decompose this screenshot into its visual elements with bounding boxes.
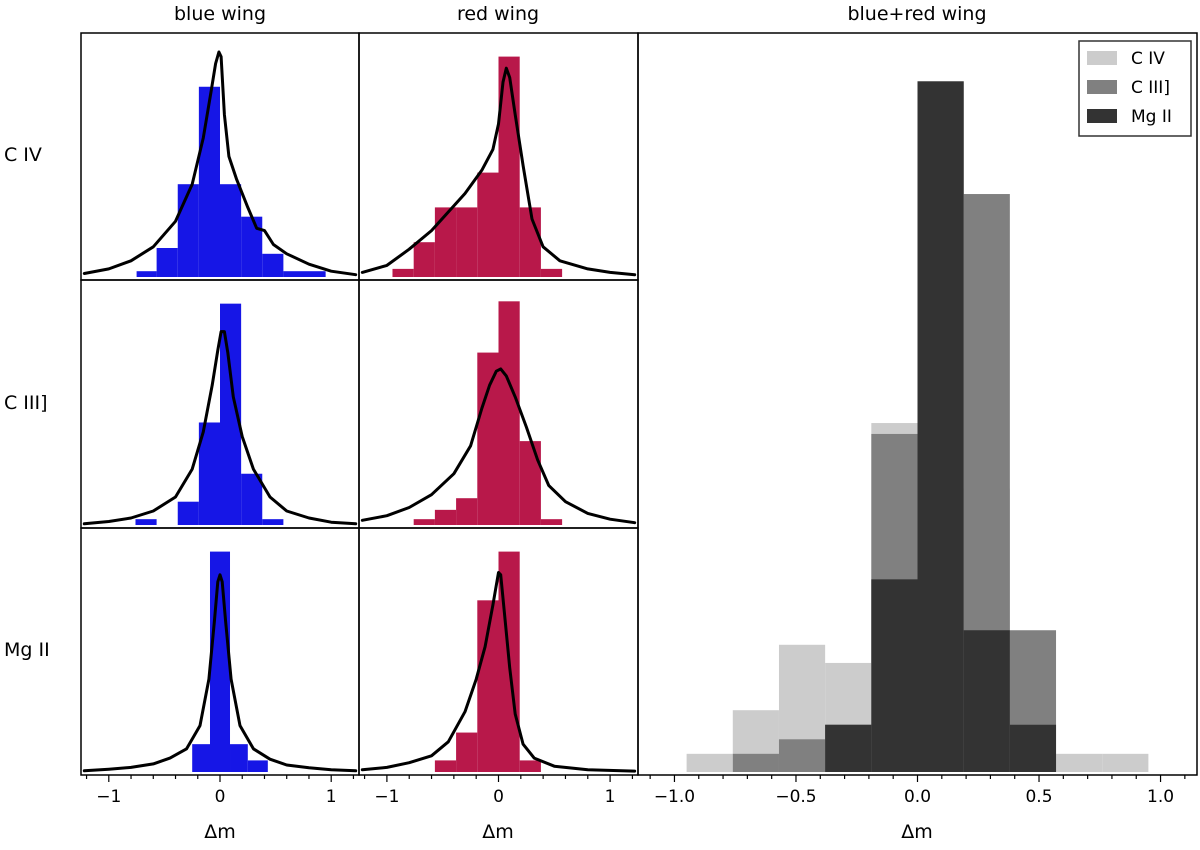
bar-ciii-blue-2 [198, 422, 220, 525]
x-axis-label-combined: Δm [901, 821, 933, 843]
bar-civ-blue-3 [198, 86, 220, 277]
x-tick-label-combined-4: 1.0 [1147, 787, 1174, 807]
legend-label-civ: C IV [1131, 49, 1165, 69]
bar-civ-blue-5 [241, 216, 263, 277]
bar-ciii-blue-1 [177, 501, 199, 525]
bar-combined-civ-8 [1056, 753, 1103, 772]
bar-civ-red-3 [456, 207, 478, 277]
bar-mgii-red-2 [477, 600, 499, 772]
bar-mgii-blue-2 [230, 744, 248, 772]
x-tick-label-combined-0: −1.0 [654, 787, 695, 807]
bar-civ-blue-1 [156, 248, 178, 277]
legend-swatch-ciii [1087, 80, 1117, 94]
x-tick-label-combined-1: −0.5 [775, 787, 816, 807]
bar-combined-ciii-1 [778, 739, 826, 772]
x-tick-label-combined-3: 0.5 [1025, 787, 1052, 807]
bar-ciii-blue-4 [241, 473, 263, 525]
kde-line-mgii-blue [82, 573, 358, 773]
bar-combined-mgii-0 [825, 724, 872, 772]
legend: C IV C III] Mg II [1078, 40, 1192, 137]
bar-combined-civ-0 [686, 753, 733, 772]
kde-line-mgii-red [360, 571, 637, 773]
bar-ciii-blue-3 [220, 303, 242, 525]
column-title-red-wing: red wing [457, 3, 539, 25]
column-title-blue-red-wing: blue+red wing [847, 3, 986, 25]
panels: −1 0 1 −1 0 1 −1.0 −0.5 0.0 0.5 1.0 [80, 32, 1198, 807]
bar-civ-red-4 [477, 172, 499, 277]
bar-ciii-blue-0 [135, 519, 157, 525]
bar-combined-mgii-1 [871, 579, 918, 772]
x-tick-label-mgii-red-1: 0 [493, 787, 504, 807]
bar-combined-ciii-0 [732, 753, 779, 772]
legend-swatch-civ [1087, 51, 1117, 65]
x-tick-label-mgii-blue-0: −1 [96, 787, 121, 807]
bar-combined-mgii-4 [1009, 724, 1057, 772]
bar-ciii-red-2 [456, 498, 478, 525]
bar-mgii-blue-0 [192, 744, 210, 772]
bar-civ-red-0 [392, 268, 414, 277]
row-label-ciii: C III] [4, 392, 48, 414]
bar-civ-red-1 [413, 242, 435, 277]
bar-mgii-red-4 [519, 760, 541, 772]
row-label-mgii: Mg II [4, 639, 50, 661]
legend-swatch-mgii [1087, 109, 1117, 123]
bar-ciii-red-5 [519, 441, 541, 525]
bar-mgii-red-1 [456, 732, 478, 772]
x-axis-label-red: Δm [482, 821, 514, 843]
bar-mgii-red-0 [434, 760, 457, 772]
legend-label-ciii: C III] [1131, 78, 1170, 98]
row-label-civ: C IV [4, 144, 42, 166]
bar-mgii-blue-1 [209, 551, 231, 772]
bar-civ-blue-6 [262, 253, 284, 277]
column-title-blue-wing: blue wing [174, 3, 266, 25]
x-tick-label-combined-2: 0.0 [904, 787, 931, 807]
bar-combined-mgii-2 [917, 81, 964, 773]
x-axis-label-blue: Δm [204, 821, 236, 843]
bar-ciii-red-4 [498, 301, 520, 525]
x-tick-label-mgii-red-0: −1 [374, 787, 399, 807]
bar-mgii-blue-3 [247, 760, 268, 772]
bar-ciii-blue-5 [262, 519, 284, 525]
kde-line-civ-red [360, 66, 637, 277]
bar-combined-civ-9 [1102, 753, 1149, 772]
bar-civ-red-2 [434, 207, 457, 277]
bar-ciii-red-3 [477, 352, 499, 525]
bar-ciii-red-0 [413, 519, 435, 525]
bar-civ-blue-7 [283, 271, 326, 277]
kde-line-civ-blue [82, 50, 358, 277]
bar-civ-blue-0 [136, 271, 157, 277]
kde-line-ciii-red [360, 367, 637, 525]
legend-label-mgii: Mg II [1131, 107, 1172, 127]
kde-line-ciii-blue [82, 330, 358, 526]
x-tick-label-mgii-red-2: 1 [605, 787, 616, 807]
x-tick-label-mgii-blue-1: 0 [215, 787, 226, 807]
bar-ciii-red-6 [540, 519, 563, 525]
bar-combined-mgii-3 [963, 630, 1010, 772]
x-tick-label-mgii-blue-2: 1 [326, 787, 337, 807]
bar-civ-blue-4 [220, 184, 242, 277]
bar-civ-blue-2 [177, 184, 199, 277]
bar-ciii-red-1 [434, 509, 457, 525]
bar-civ-red-7 [540, 268, 563, 277]
